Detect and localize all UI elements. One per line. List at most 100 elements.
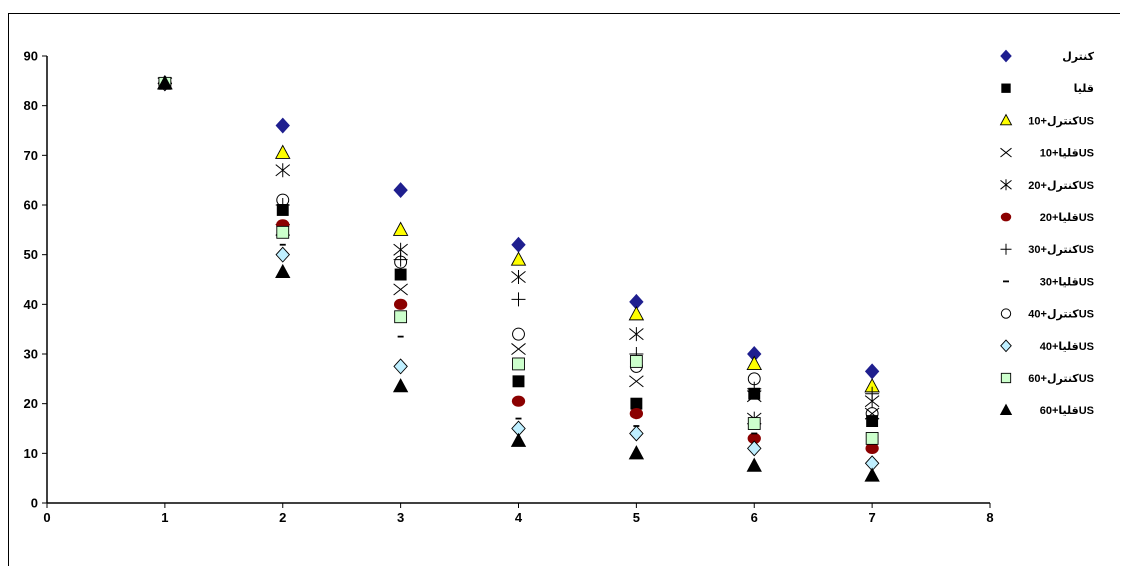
legend-marker — [1000, 49, 1012, 63]
data-point — [746, 457, 762, 472]
legend-item: كنترل+30US — [1000, 243, 1094, 256]
legend-label: كنترل+60US — [1028, 373, 1094, 385]
data-point — [747, 417, 761, 430]
data-point — [511, 343, 526, 356]
legend-marker — [1000, 339, 1012, 353]
legend-label: كنترل+30US — [1028, 244, 1094, 256]
legend-item: قليا+20US — [1000, 212, 1094, 224]
data-point — [275, 263, 291, 279]
legend-item: كنترل+40US — [1000, 308, 1094, 321]
y-tick-label: 30 — [24, 347, 38, 362]
legend-item: قليا+30US — [1003, 276, 1094, 288]
legend-item: كنترل+10US — [999, 113, 1094, 127]
legend-item: كنترل — [1000, 49, 1095, 63]
y-tick-label: 80 — [24, 98, 38, 113]
data-point — [746, 355, 763, 370]
series-6 — [158, 77, 879, 454]
data-point — [393, 358, 408, 375]
data-point — [512, 375, 525, 388]
x-tick-label: 1 — [161, 510, 168, 525]
x-tick-label: 6 — [751, 510, 758, 525]
legend-marker — [1000, 212, 1012, 222]
legend-item: قليا+60US — [999, 403, 1094, 417]
x-tick-label: 8 — [986, 510, 993, 525]
data-point — [275, 198, 290, 212]
data-point — [510, 432, 527, 447]
data-point — [629, 375, 644, 388]
data-points — [157, 75, 880, 482]
series-3 — [157, 75, 880, 393]
data-point — [275, 246, 291, 263]
data-point — [630, 397, 643, 410]
legend-label: قليا+40US — [1040, 341, 1094, 353]
data-point — [865, 432, 879, 445]
legend-item: قليا+10US — [1000, 147, 1094, 160]
data-point — [511, 236, 526, 253]
data-point — [392, 221, 409, 236]
y-tick-label: 20 — [24, 396, 38, 411]
legend-item: قليا+40US — [1000, 339, 1094, 353]
legend-item: كنترل+60US — [1000, 372, 1094, 385]
data-point — [275, 117, 290, 134]
data-point — [512, 327, 525, 341]
data-point — [392, 378, 409, 393]
x-tick-label: 3 — [397, 510, 404, 525]
data-point — [865, 442, 879, 454]
legend-label: قليا — [1074, 83, 1094, 95]
legend-marker — [1000, 147, 1012, 158]
data-point — [512, 357, 525, 371]
series-1 — [157, 75, 880, 380]
data-point — [511, 270, 526, 285]
y-tick-label: 50 — [24, 247, 38, 262]
data-point — [393, 283, 408, 296]
data-point — [865, 386, 880, 401]
data-point — [276, 193, 290, 207]
legend-label: قليا+10US — [1040, 148, 1094, 160]
data-point — [511, 395, 526, 407]
data-point — [746, 390, 762, 403]
legend-label: قليا+30US — [1040, 276, 1094, 288]
legend: كنترل قليا كنترل+10US قليا+10US كنترل+20US قل… — [999, 49, 1095, 417]
data-point — [864, 467, 880, 482]
legend-item: كنترل+20US — [1000, 179, 1094, 192]
y-tick-label: 0 — [31, 496, 38, 511]
legend-label: كنترل — [1062, 51, 1094, 63]
data-point — [274, 144, 291, 159]
data-point — [746, 440, 762, 457]
data-point — [394, 310, 408, 324]
legend-marker — [999, 403, 1013, 416]
data-point — [628, 305, 645, 321]
data-point — [394, 255, 408, 269]
data-point — [747, 372, 761, 386]
legend-item: قليا — [1001, 83, 1094, 95]
legend-marker — [1001, 83, 1011, 93]
data-point — [629, 408, 644, 420]
legend-marker — [1000, 243, 1012, 255]
legend-marker — [999, 113, 1013, 126]
legend-marker — [1000, 179, 1012, 191]
y-tick-label: 70 — [24, 148, 38, 163]
data-point — [629, 425, 644, 442]
data-point — [747, 381, 762, 396]
data-point — [275, 163, 291, 178]
x-tick-label: 7 — [869, 510, 876, 525]
x-tick-label: 2 — [279, 510, 286, 525]
data-point — [864, 363, 880, 380]
data-point — [628, 445, 645, 460]
data-point — [511, 292, 526, 307]
data-point — [393, 252, 408, 267]
data-point — [157, 75, 173, 90]
y-tick-label: 10 — [24, 446, 38, 461]
x-tick-label: 0 — [43, 510, 50, 525]
legend-marker — [1000, 372, 1012, 384]
series-10 — [157, 75, 880, 472]
data-point — [629, 355, 643, 368]
data-point — [510, 251, 527, 266]
series-12 — [157, 75, 880, 482]
data-point — [276, 225, 290, 239]
data-point — [747, 432, 761, 445]
data-point — [394, 268, 407, 281]
legend-label: كنترل+10US — [1028, 115, 1094, 127]
data-point — [865, 407, 879, 421]
